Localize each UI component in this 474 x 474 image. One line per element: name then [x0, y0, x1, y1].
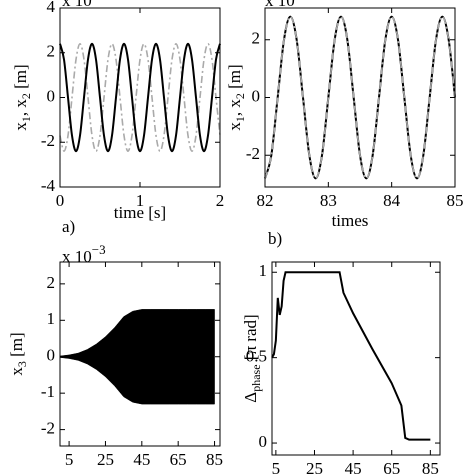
y-tick-label: 1 [259, 261, 268, 280]
y-axis-label: x1, x2 [m] [11, 64, 33, 130]
y-label-part: x [225, 122, 244, 131]
series-line [59, 42, 221, 153]
x-tick-label: 65 [170, 450, 187, 469]
x-tick-label: 82 [257, 191, 274, 210]
axes-frame [59, 261, 221, 447]
x-axis-label: times [332, 211, 369, 230]
x-tick-label: 2 [216, 191, 225, 210]
axes-frame [271, 261, 441, 456]
envelope-area [59, 356, 215, 405]
panel-label: a) [62, 217, 75, 236]
x-tick-label: 0 [56, 191, 65, 210]
y-tick-label: 0 [47, 86, 56, 105]
y-label-part: x [11, 122, 30, 131]
y-axis-label: Δphase [π rad] [241, 314, 263, 402]
x-tick-label: 5 [65, 450, 74, 469]
series-line [264, 15, 456, 180]
y-label-part: , x [225, 99, 244, 117]
x-tick-label: 25 [306, 459, 323, 474]
multiplier-exponent: −3 [92, 242, 106, 257]
x-tick-label: 85 [206, 450, 223, 469]
y-tick-label: -4 [41, 176, 56, 195]
y-tick-label: -2 [41, 131, 55, 150]
y-tick-label: 2 [47, 42, 56, 61]
x-tick-label: 65 [383, 459, 400, 474]
y-tick-label: 2 [252, 29, 261, 48]
y-label-subscript: 1 [233, 116, 247, 122]
series-line [271, 271, 431, 441]
y-label-part: [m] [11, 64, 30, 93]
x-tick-label: 25 [97, 450, 114, 469]
panel-label: b) [268, 229, 282, 248]
axis-multiplier: x 10−3 [62, 242, 106, 266]
y-tick-label: 0 [252, 86, 261, 105]
multiplier-text: x 10 [265, 0, 295, 10]
y-tick-label: 1 [47, 309, 56, 328]
y-tick-label: 4 [47, 0, 56, 16]
x-tick-label: 83 [320, 191, 337, 210]
y-axis-label: x3 [m] [7, 332, 29, 375]
y-label-subscript: 2 [19, 93, 33, 99]
y-label-part: [π rad] [241, 314, 260, 364]
y-tick-label: 0 [47, 346, 56, 365]
panel: 5 25 45 65 85 -2 -1 0 1 2 x 10−3 x3 [m] [7, 242, 223, 469]
y-axis-label: x1, x2 [m] [225, 64, 247, 130]
panel: 5 25 45 65 85 0 0.5 1 Δphase [π rad] [241, 261, 441, 474]
y-tick-label: 0.5 [246, 347, 267, 366]
x-tick-label: 1 [136, 191, 145, 210]
y-tick-label: -2 [41, 419, 55, 438]
multiplier-text: x 10 [62, 0, 92, 10]
x-tick-label: 5 [272, 459, 281, 474]
x-tick-label: 84 [383, 191, 401, 210]
multiplier-text: x 10 [62, 247, 92, 266]
y-tick-label: 0 [259, 432, 268, 451]
y-label-subscript: phase [249, 364, 263, 391]
envelope-area [59, 309, 215, 357]
y-label-part: [m] [7, 332, 26, 361]
x-tick-label: 85 [422, 459, 439, 474]
axis-multiplier: x 10 [62, 0, 92, 10]
y-label-part: [m] [225, 64, 244, 93]
y-label-part: , x [11, 99, 30, 117]
y-label-subscript: 3 [15, 361, 29, 367]
y-label-subscript: 1 [19, 116, 33, 122]
y-label-subscript: 2 [233, 93, 247, 99]
x-tick-label: 85 [447, 191, 464, 210]
axis-multiplier: x 10 [265, 0, 295, 10]
y-tick-label: -2 [246, 144, 260, 163]
x-tick-label: 45 [345, 459, 362, 474]
x-axis-label: time [s] [114, 203, 166, 222]
y-tick-label: 2 [47, 273, 56, 292]
y-tick-label: -1 [41, 382, 55, 401]
y-label-part: x [7, 367, 26, 376]
y-label-part: Δ [241, 392, 260, 403]
series-line [59, 42, 221, 153]
x-tick-label: 45 [133, 450, 150, 469]
